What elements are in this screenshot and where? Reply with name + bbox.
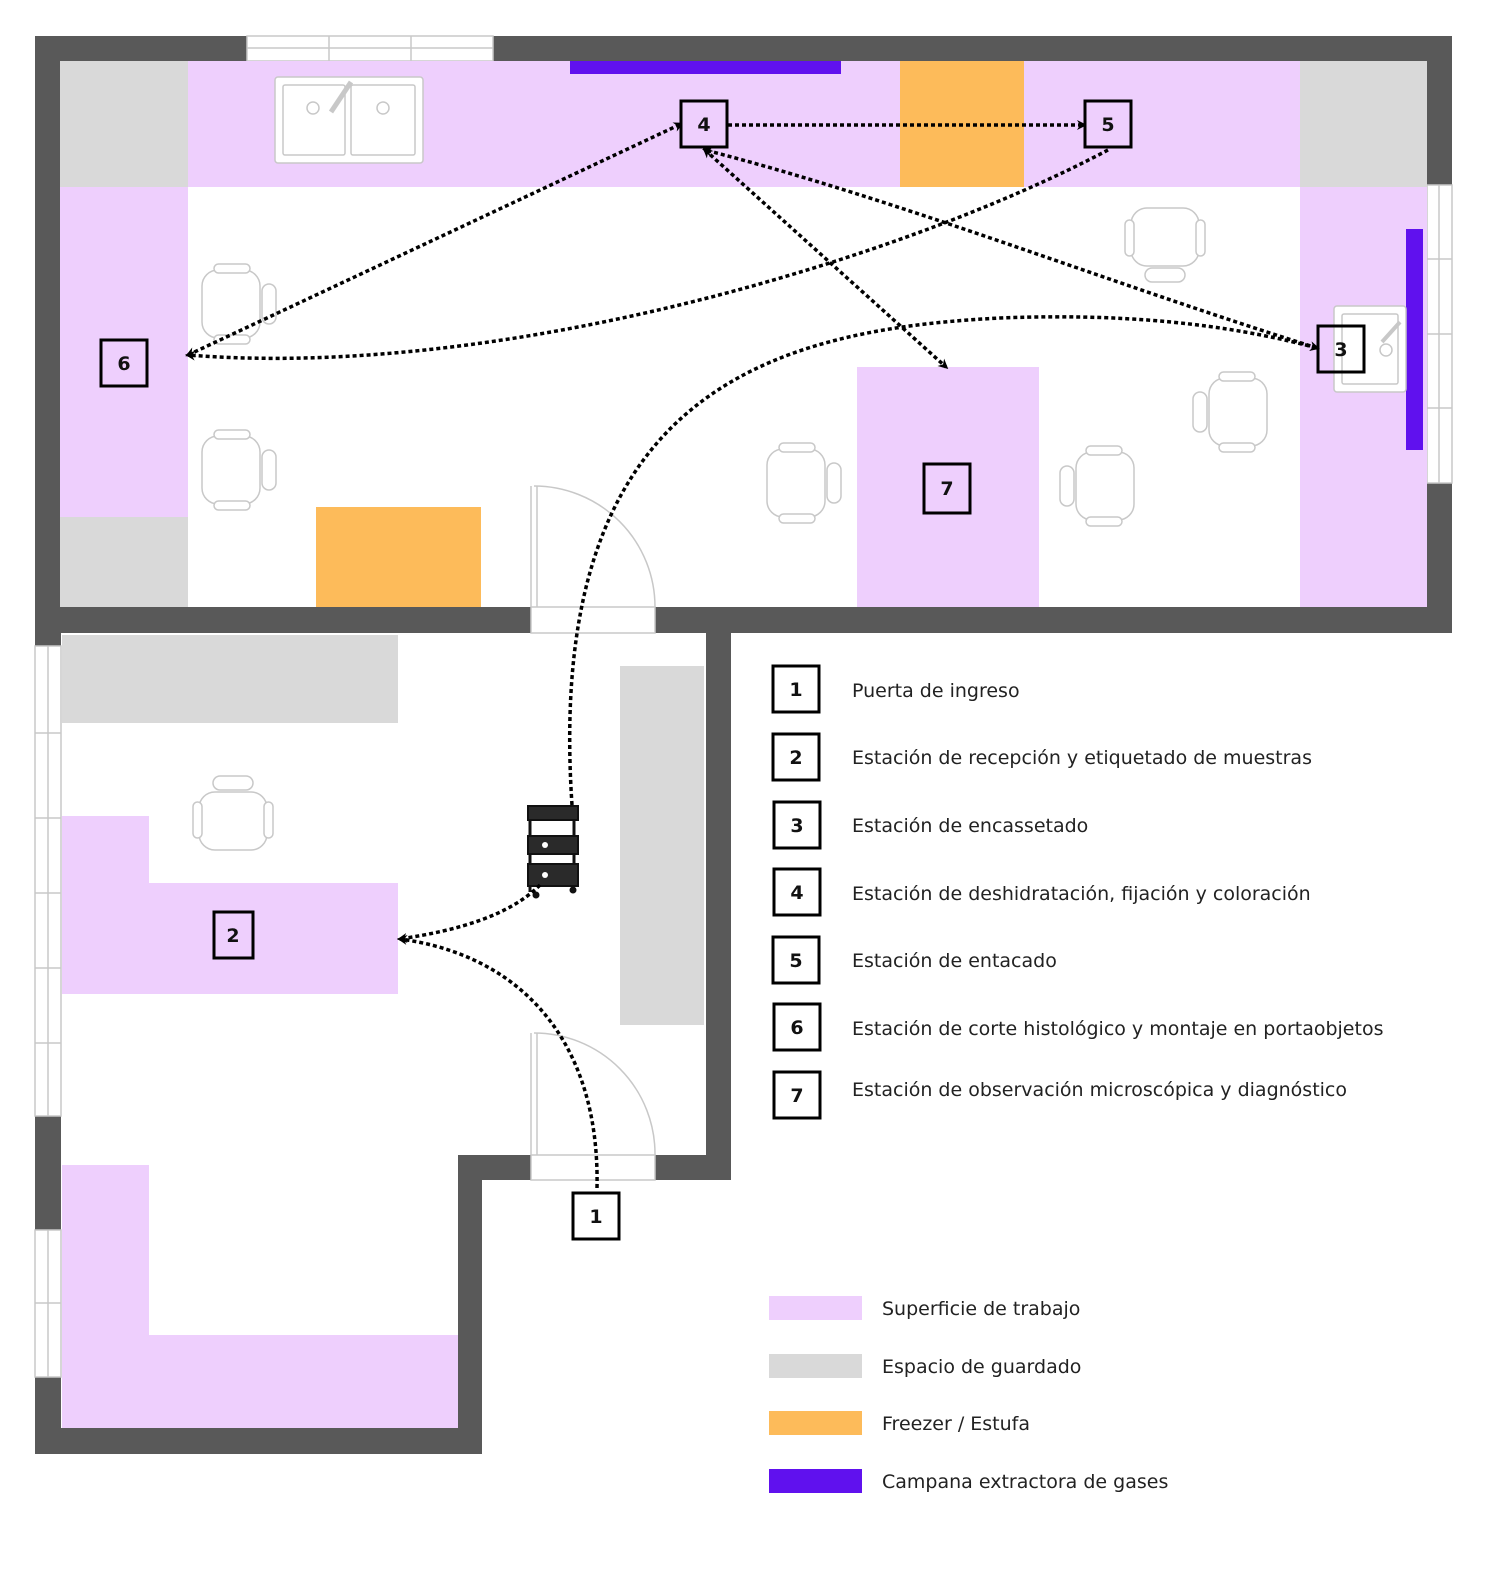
fume-hood [1406, 229, 1423, 450]
station-legend-item-5: 5 Estación de entacado [771, 935, 1057, 985]
surface-legend-item-work: Superficie de trabajo [769, 1296, 1080, 1320]
storage-area [620, 666, 704, 1025]
flow-arrow-3-to-4 [702, 146, 1318, 350]
storage-area [60, 61, 188, 187]
surface-legend-item-storage: Espacio de guardado [769, 1354, 1081, 1378]
svg-text:2: 2 [789, 747, 802, 769]
svg-text:6: 6 [117, 353, 130, 375]
surface-legend-item-freezer: Freezer / Estufa [769, 1411, 1030, 1435]
windows [34, 35, 1453, 1378]
flow-arrow-4-to-7 [702, 147, 949, 370]
flow-arrow-5-to-6 [185, 148, 1109, 361]
surface-legend-item-hood: Campana extractora de gases [769, 1469, 1168, 1493]
station-badge-7: 7 [922, 462, 972, 515]
work-surface [62, 816, 398, 994]
svg-text:4: 4 [697, 114, 710, 136]
cart-icon [527, 805, 579, 899]
window-icon [34, 1229, 62, 1378]
svg-text:Estación de recepción y etique: Estación de recepción y etiquetado de mu… [852, 747, 1312, 769]
flow-arrow-1-to-2 [397, 934, 599, 1189]
svg-text:Estación de corte histológico: Estación de corte histológico y montaje … [852, 1018, 1383, 1040]
station-badge-5: 5 [1083, 99, 1133, 149]
storage-area [60, 517, 188, 607]
work-surface [62, 1165, 458, 1428]
svg-text:5: 5 [1101, 114, 1114, 136]
storage-area [1300, 61, 1427, 187]
chair-icon [201, 429, 277, 511]
walls [35, 36, 1452, 1454]
svg-text:Estación de deshidratación, fi: Estación de deshidratación, fijación y c… [852, 883, 1311, 905]
station-legend-item-3: 3 Estación de encassetado [772, 800, 1088, 850]
window-icon [1426, 184, 1453, 484]
chair-icon [1124, 207, 1206, 283]
chair-icon [766, 442, 842, 524]
svg-text:3: 3 [790, 815, 803, 837]
svg-text:3: 3 [1334, 339, 1347, 361]
svg-text:7: 7 [940, 478, 953, 500]
door-icon [530, 485, 656, 634]
station-badge-6: 6 [99, 338, 149, 388]
window-icon [34, 645, 62, 1117]
sink-icon [274, 76, 424, 164]
chair-icon [1059, 445, 1135, 527]
svg-text:Puerta de ingreso: Puerta de ingreso [852, 680, 1020, 702]
svg-text:Estación de entacado: Estación de entacado [852, 950, 1057, 972]
svg-text:1: 1 [789, 679, 802, 701]
station-legend-item-7: 7 Estación de observación microscópica y… [772, 1070, 1347, 1120]
storage-area [62, 635, 398, 723]
fume-hood [570, 61, 841, 74]
svg-text:1: 1 [589, 1206, 602, 1228]
station-badge-4: 4 [679, 99, 729, 149]
svg-text:5: 5 [789, 950, 802, 972]
svg-text:Campana extractora de gases: Campana extractora de gases [882, 1471, 1168, 1493]
chair-icon [1192, 371, 1268, 453]
station-badge-1: 1 [571, 1191, 621, 1241]
chair-icon [201, 263, 277, 345]
work-surface [1300, 187, 1427, 607]
svg-text:Estación de encassetado: Estación de encassetado [852, 815, 1088, 837]
svg-text:6: 6 [790, 1017, 803, 1039]
svg-text:Superficie de trabajo: Superficie de trabajo [882, 1298, 1080, 1320]
svg-text:Espacio de guardado: Espacio de guardado [882, 1356, 1081, 1378]
station-badges: 1 2 3 4 5 6 7 [99, 99, 1366, 1241]
station-legend-item-1: 1 Puerta de ingreso [771, 664, 1020, 714]
station-legend-item-6: 6 Estación de corte histológico y montaj… [772, 1002, 1383, 1052]
svg-text:4: 4 [790, 882, 803, 904]
station-badge-2: 2 [212, 910, 255, 960]
station-legend: 1 Puerta de ingreso 2 Estación de recepc… [771, 664, 1383, 1120]
svg-text:Estación de observación micros: Estación de observación microscópica y d… [852, 1079, 1347, 1101]
svg-text:2: 2 [226, 925, 239, 947]
svg-text:Freezer / Estufa: Freezer / Estufa [882, 1413, 1030, 1435]
flow-arrows [185, 120, 1320, 1189]
surface-legend: Superficie de trabajo Espacio de guardad… [769, 1296, 1168, 1493]
window-icon [246, 35, 494, 62]
door-icon [530, 1032, 656, 1181]
svg-text:7: 7 [790, 1085, 803, 1107]
chair-icon [192, 775, 274, 851]
freezer-area [316, 507, 481, 607]
station-badge-3: 3 [1316, 324, 1366, 374]
station-legend-item-2: 2 Estación de recepción y etiquetado de … [771, 732, 1312, 782]
station-legend-item-4: 4 Estación de deshidratación, fijación y… [772, 867, 1311, 917]
flow-arrow-cart-to-2 [397, 883, 542, 943]
furniture-zones [60, 61, 1427, 1428]
